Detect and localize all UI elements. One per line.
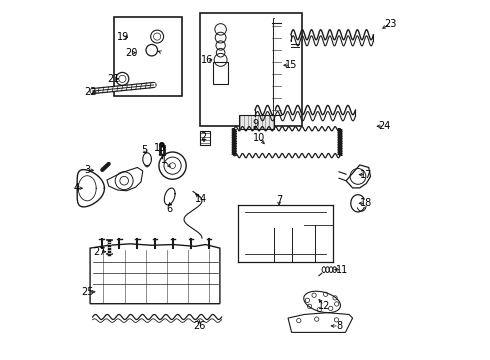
Bar [239,115,274,129]
Text: 25: 25 [82,287,94,297]
Text: 12: 12 [318,301,330,311]
Text: 19: 19 [117,32,129,42]
Text: 27: 27 [94,247,106,257]
Text: 9: 9 [252,120,258,129]
Text: 23: 23 [384,19,396,29]
Text: 17: 17 [360,170,372,180]
Text: 22: 22 [84,87,97,97]
Text: 26: 26 [193,321,206,331]
Text: 24: 24 [378,121,391,131]
Text: 13: 13 [153,143,166,153]
Bar [200,13,302,126]
Text: 10: 10 [253,133,266,143]
Text: 6: 6 [167,204,173,214]
Text: 5: 5 [142,144,147,154]
Bar [114,17,182,96]
Text: 3: 3 [84,165,90,175]
Text: 7: 7 [276,195,282,205]
Text: 1: 1 [161,155,168,165]
Bar [214,62,228,84]
Text: 20: 20 [125,48,138,58]
Text: 16: 16 [201,55,214,65]
Text: 8: 8 [336,321,342,331]
Bar [200,131,210,145]
Text: 21: 21 [107,74,120,84]
Text: 2: 2 [200,132,206,142]
Text: 4: 4 [74,183,79,193]
Text: 14: 14 [195,194,207,204]
Text: 18: 18 [360,198,372,208]
Circle shape [160,143,164,147]
Text: 15: 15 [285,60,297,70]
Text: 11: 11 [336,265,348,275]
